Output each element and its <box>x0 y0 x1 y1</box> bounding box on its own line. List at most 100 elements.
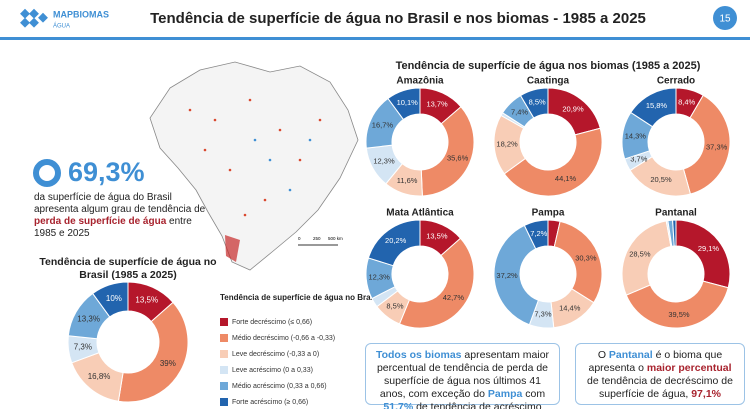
data-label: 20,5% <box>650 175 672 184</box>
text: perda de superfície de água <box>34 216 167 227</box>
data-label: 16,7% <box>372 121 394 130</box>
text: O <box>597 349 609 361</box>
text: maior percentual <box>646 362 732 374</box>
biomes-title: Tendência de superfície de água nos biom… <box>396 60 701 72</box>
legend-label: Leve decréscimo (-0,33 a 0) <box>232 351 319 358</box>
donut-segment <box>523 219 549 250</box>
data-label: 12,3% <box>373 157 395 166</box>
data-label: 14,4% <box>559 304 581 313</box>
legend-swatch <box>220 382 228 390</box>
text: de tendência de acréscimo <box>413 401 542 409</box>
legend-label: Leve acréscimo (0 a 0,33) <box>232 367 313 374</box>
donut-segment <box>117 301 189 403</box>
text: 97,1% <box>691 388 721 400</box>
legend-title: Tendência de superfície de água no Brasi… <box>220 293 379 302</box>
text: com <box>522 388 546 400</box>
highlight-text: da superfície de água do Brasil apresent… <box>34 192 214 240</box>
data-label: 8,5% <box>529 97 546 106</box>
text: Todos os biomas <box>375 349 462 361</box>
text: Pantanal <box>608 349 653 361</box>
data-label: 13,7% <box>426 100 448 109</box>
donut-segment <box>625 280 729 329</box>
data-label: 13,3% <box>77 314 100 323</box>
page-badge <box>713 6 737 30</box>
data-label: 16,8% <box>88 372 111 381</box>
donut-segment <box>493 224 539 326</box>
data-label: 12,3% <box>369 272 391 281</box>
data-label: 8,5% <box>386 301 403 310</box>
data-label: 10% <box>106 294 122 303</box>
map <box>149 61 359 271</box>
data-label: 14,3% <box>625 132 647 141</box>
chart-title: Mata Atlântica <box>386 208 454 219</box>
legend-swatch <box>220 318 228 326</box>
page-number: 15 <box>719 14 731 25</box>
data-label: 7,3% <box>534 310 551 319</box>
text: Pampa <box>487 388 523 400</box>
data-label: 37,3% <box>706 142 728 151</box>
map-scale: 500 km <box>328 236 343 241</box>
map-scale: 0 <box>298 236 301 241</box>
legend-label: Forte decréscimo (≤ 0,66) <box>232 319 312 326</box>
data-label: 39% <box>160 359 176 368</box>
chart-title: Pantanal <box>655 208 697 219</box>
data-label: 20,9% <box>562 105 584 114</box>
logo-text: MAPBIOMAS <box>53 9 109 19</box>
legend-label: Médio acréscimo (0,33 a 0,66) <box>232 383 327 390</box>
donut-segment <box>92 281 129 318</box>
data-label: 7,3% <box>74 343 92 352</box>
chart-title: Amazônia <box>396 76 444 87</box>
text: de tendência de decréscimo de superfície… <box>587 375 733 400</box>
donut-segment <box>682 94 731 195</box>
data-label: 11,6% <box>397 176 418 185</box>
donut-segment <box>398 237 475 329</box>
data-label: 44,1% <box>555 174 577 183</box>
data-label: 13,5% <box>426 232 448 241</box>
chart-title: Pampa <box>532 208 565 219</box>
data-label: 20,2% <box>385 236 407 245</box>
data-label: 7,2% <box>530 229 547 238</box>
text: é o bioma que apresenta o <box>588 349 723 374</box>
donut-segment <box>420 106 475 197</box>
chart-title: Cerrado <box>657 76 695 87</box>
data-label: 37,2% <box>496 271 518 280</box>
donut-segment <box>367 219 421 267</box>
brazil-chart-title: Tendência de superfície de água no Brasi… <box>39 256 217 281</box>
text: 51,7% <box>383 401 414 409</box>
data-label: 7,4% <box>511 107 528 116</box>
data-label: 35,6% <box>447 153 469 162</box>
text: apresentam maior percentual de tendência… <box>376 349 550 400</box>
data-label: 10,1% <box>397 98 419 107</box>
donut-segment <box>387 87 421 121</box>
chart-title: Caatinga <box>527 76 570 87</box>
donut-segment <box>672 219 677 247</box>
data-label: 39,5% <box>668 310 690 319</box>
data-label: 18,2% <box>496 139 518 148</box>
legend-swatch <box>220 334 228 342</box>
data-label: 42,7% <box>443 293 465 302</box>
map-scale: 250 <box>313 236 321 241</box>
text: entre 1985 e 2025 <box>34 216 192 239</box>
highlight-value: 69,3% <box>68 157 145 187</box>
highlight-icon <box>33 159 61 187</box>
legend-label: Médio decréscimo (-0,66 a -0,33) <box>232 335 335 342</box>
data-label: 29,1% <box>698 244 720 253</box>
logo-icon <box>20 8 48 28</box>
data-label: 8,4% <box>678 97 695 106</box>
data-label: 3,7% <box>630 154 647 163</box>
page-title: Tendência de superfície de água no Brasi… <box>150 10 646 27</box>
donut-segment <box>630 87 677 128</box>
legend-swatch <box>220 366 228 374</box>
donut-segment <box>519 87 549 119</box>
legend-label: Forte acréscimo (≥ 0,66) <box>232 399 308 406</box>
header-rule <box>0 37 750 40</box>
donut-segment <box>675 219 731 289</box>
data-label: 13,5% <box>135 296 158 305</box>
logo-sub: ÁGUA <box>53 23 70 30</box>
data-label: 30,3% <box>575 253 597 262</box>
data-label: 15,8% <box>646 101 668 110</box>
callout: Todos os biomas apresentam maior percent… <box>365 343 560 409</box>
data-label: 28,5% <box>629 250 651 259</box>
